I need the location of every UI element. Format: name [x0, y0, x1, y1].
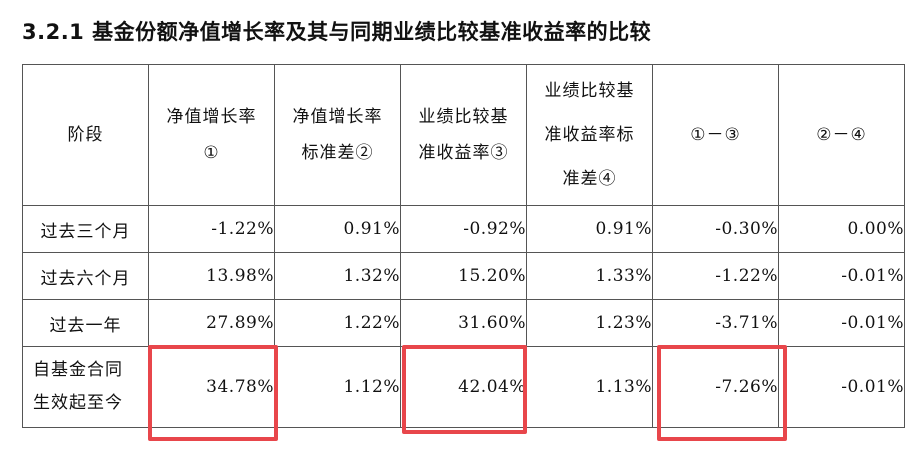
- table-row: 过去六个月 13.98% 1.32% 15.20% 1.33% -1.22% -…: [22, 252, 905, 300]
- diff-2-4-cell: -0.01%: [778, 299, 905, 347]
- benchmark-std-cell: 0.91%: [526, 205, 653, 253]
- header-benchmark-std: 业绩比较基 准收益率标 准差④: [526, 64, 653, 206]
- nav-growth-rate-cell: 13.98%: [148, 252, 275, 300]
- diff-1-3-cell: -3.71%: [652, 299, 779, 347]
- header-nav-growth-rate: 净值增长率 ①: [148, 64, 275, 206]
- benchmark-return-cell: 31.60%: [400, 299, 527, 347]
- header-diff-2-4: ②－④: [778, 64, 905, 206]
- diff-2-4-cell: -0.01%: [778, 346, 905, 428]
- benchmark-std-cell: 1.33%: [526, 252, 653, 300]
- benchmark-return-cell: 15.20%: [400, 252, 527, 300]
- table-row: 过去三个月 -1.22% 0.91% -0.92% 0.91% -0.30% 0…: [22, 205, 905, 253]
- nav-growth-std-cell: 1.12%: [274, 346, 401, 428]
- benchmark-std-cell: 1.13%: [526, 346, 653, 428]
- diff-2-4-cell: -0.01%: [778, 252, 905, 300]
- table-row: 自基金合同 生效起至今 34.78% 1.12% 42.04% 1.13% -7.…: [22, 346, 905, 428]
- header-diff-1-3: ①－③: [652, 64, 779, 206]
- diff-1-3-cell: -0.30%: [652, 205, 779, 253]
- period-label: 过去六个月: [22, 252, 149, 300]
- header-nav-growth-std: 净值增长率 标准差②: [274, 64, 401, 206]
- header-period: 阶段: [22, 64, 149, 206]
- period-label: 自基金合同 生效起至今: [22, 346, 149, 428]
- nav-growth-rate-cell: -1.22%: [148, 205, 275, 253]
- period-label: 过去一年: [22, 299, 149, 347]
- nav-growth-std-cell: 1.22%: [274, 299, 401, 347]
- benchmark-return-cell: 42.04%: [400, 346, 527, 428]
- nav-growth-rate-cell: 27.89%: [148, 299, 275, 347]
- diff-1-3-cell: -1.22%: [652, 252, 779, 300]
- diff-1-3-cell: -7.26%: [652, 346, 779, 428]
- diff-2-4-cell: 0.00%: [778, 205, 905, 253]
- benchmark-std-cell: 1.23%: [526, 299, 653, 347]
- section-title: 3.2.1 基金份额净值增长率及其与同期业绩比较基准收益率的比较: [22, 20, 652, 44]
- header-benchmark-return: 业绩比较基 准收益率③: [400, 64, 527, 206]
- nav-growth-std-cell: 1.32%: [274, 252, 401, 300]
- table-row: 过去一年 27.89% 1.22% 31.60% 1.23% -3.71% -0…: [22, 299, 905, 347]
- table-header-row: 阶段 净值增长率 ① 净值增长率 标准差② 业绩比较基 准收益率③ 业绩比较基 准收益率…: [22, 64, 905, 206]
- period-label: 过去三个月: [22, 205, 149, 253]
- nav-growth-rate-cell: 34.78%: [148, 346, 275, 428]
- benchmark-return-cell: -0.92%: [400, 205, 527, 253]
- performance-comparison-table: 阶段 净值增长率 ① 净值增长率 标准差② 业绩比较基 准收益率③ 业绩比较基 准收益率…: [22, 64, 905, 428]
- nav-growth-std-cell: 0.91%: [274, 205, 401, 253]
